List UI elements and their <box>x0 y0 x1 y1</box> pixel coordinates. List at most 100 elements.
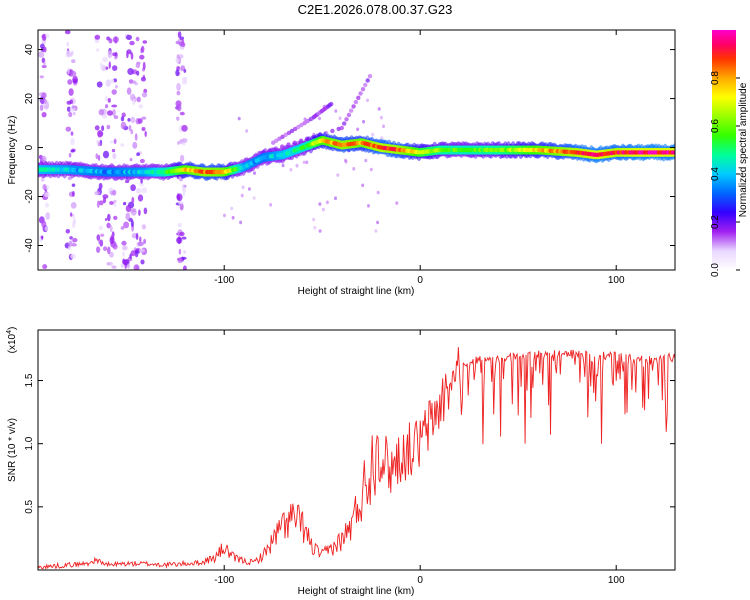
spectrogram-noise-speckle <box>143 207 148 215</box>
spectrogram-noise-speckle <box>245 129 249 133</box>
spectrogram-noise-speckle <box>123 221 130 229</box>
spectrogram-noise-speckle <box>139 158 145 164</box>
spectrogram-noise-speckle <box>98 239 103 245</box>
spectrogram-noise-speckle <box>66 106 71 112</box>
spectrogram-noise-speckle <box>45 33 50 39</box>
colorbar-gradient <box>712 30 736 270</box>
spectrogram-noise-speckle <box>111 104 118 108</box>
spectrogram-noise-speckle <box>177 141 180 145</box>
spectrogram-noise-speckle <box>68 88 74 96</box>
spectrogram-noise-speckle <box>141 187 148 194</box>
spectrogram-noise-speckle <box>45 212 51 220</box>
spectrogram-noise-speckle <box>112 65 118 71</box>
spectrogram-ytick-label: 0 <box>24 144 35 150</box>
spectrogram-noise-speckle <box>134 250 139 258</box>
spectrogram-noise-speckle <box>100 233 105 237</box>
spectrogram-noise-speckle <box>109 79 115 84</box>
spectrogram-noise-speckle <box>125 205 132 212</box>
spectrogram-noise-speckle <box>105 79 111 87</box>
spectrogram-noise-speckle <box>136 152 141 156</box>
spectrogram-harmonic <box>365 78 370 83</box>
spectrogram-noise-speckle <box>325 200 329 205</box>
spectrogram-harmonic <box>363 82 368 88</box>
spectrogram-noise-speckle <box>114 84 118 89</box>
spectrogram-noise-speckle <box>96 246 101 253</box>
spectrogram-harmonic <box>360 87 366 92</box>
spectrogram-noise-speckle <box>181 124 188 132</box>
spectrogram-noise-speckle <box>376 220 380 225</box>
spectrogram-noise-speckle <box>131 196 135 204</box>
spectrogram-noise-speckle <box>107 110 113 116</box>
spectrogram-noise-speckle <box>104 95 109 102</box>
spectrogram-noise-speckle <box>352 167 356 171</box>
spectrogram-noise-speckle <box>70 131 74 136</box>
spectrogram-noise-speckle <box>179 202 184 211</box>
spectrogram-noise-speckle <box>111 265 117 269</box>
spectrogram-noise-speckle <box>379 115 383 120</box>
spectrogram-ytick-label: -20 <box>24 189 35 204</box>
spectrogram-noise-speckle <box>138 248 145 253</box>
spectrogram-noise-speckle <box>302 160 306 165</box>
spectrogram-noise-speckle <box>41 155 47 162</box>
spectrogram-noise-speckle <box>334 109 338 113</box>
spectrogram-noise-speckle <box>106 36 111 41</box>
spectrogram-noise-speckle <box>134 133 138 141</box>
spectrogram-noise-speckle <box>137 194 144 202</box>
spectrogram-noise-speckle <box>96 81 103 88</box>
spectrogram-harmonic <box>289 128 295 134</box>
spectrogram-noise-speckle <box>239 220 243 225</box>
spectrogram-noise-speckle <box>113 202 116 207</box>
spectrogram-noise-speckle <box>371 132 375 137</box>
spectrogram-noise-speckle <box>41 64 47 69</box>
spectrogram-noise-speckle <box>240 193 244 198</box>
spectrogram-noise-speckle <box>71 70 77 77</box>
spectrogram-noise-speckle <box>71 105 75 109</box>
spectrogram-noise-speckle <box>181 138 188 143</box>
ridge-core <box>670 150 675 155</box>
snr-frame <box>37 329 676 571</box>
spectrogram-noise-speckle <box>230 206 234 211</box>
snr-plot-area <box>38 347 675 570</box>
spectrogram-noise-speckle <box>177 236 182 245</box>
spectrogram-noise-speckle <box>178 54 184 59</box>
spectrogram-noise-speckle <box>72 220 76 229</box>
spectrogram-noise-speckle <box>68 245 71 251</box>
spectrogram-noise-speckle <box>180 65 186 71</box>
spectrogram-noise-speckle <box>94 191 101 196</box>
snr-multiplier: (x104) <box>6 327 18 354</box>
spectrogram-noise-speckle <box>107 50 113 59</box>
spectrogram-noise-speckle <box>252 196 256 200</box>
spectrogram-noise-speckle <box>42 264 48 270</box>
spectrogram-noise-speckle <box>98 225 103 231</box>
spectrogram-noise-speckle <box>98 109 105 116</box>
spectrogram-xtick-label: 100 <box>608 275 625 286</box>
spectrogram-noise-speckle <box>129 158 133 162</box>
spectrogram-noise-speckle <box>103 246 108 252</box>
spectrogram-noise-speckle <box>140 76 146 82</box>
spectrogram-noise-speckle <box>177 223 182 228</box>
spectrogram-ylabel: Frequency (Hz) <box>7 116 18 185</box>
spectrogram-noise-speckle <box>70 137 75 146</box>
spectrogram-noise-speckle <box>132 98 136 106</box>
spectrogram-noise-speckle <box>130 52 134 60</box>
spectrogram-noise-speckle <box>126 263 130 269</box>
spectrogram-noise-speckle <box>113 215 118 220</box>
spectrogram-noise-speckle <box>175 69 180 77</box>
spectrogram-noise-speckle <box>289 168 293 172</box>
spectrogram-noise-speckle <box>71 243 77 247</box>
spectrogram-noise-speckle <box>176 83 181 91</box>
spectrogram-noise-speckle <box>113 138 117 145</box>
spectrogram-noise-speckle <box>70 212 73 217</box>
spectrogram-noise-speckle <box>109 140 116 144</box>
colorbar-tick-label: 0.0 <box>710 263 721 277</box>
spectrogram-noise-speckle <box>122 259 129 266</box>
spectrogram-noise-speckle <box>247 187 251 191</box>
spectrogram-noise-speckle <box>72 190 75 197</box>
spectrogram-noise-speckle <box>127 68 134 75</box>
spectrogram-noise-speckle <box>40 235 44 240</box>
spectrogram-noise-speckle <box>318 202 322 206</box>
spectrogram-noise-speckle <box>142 61 146 70</box>
spectrogram-noise-speckle <box>253 171 256 175</box>
spectrogram-noise-speckle <box>125 212 131 221</box>
spectrogram-noise-speckle <box>112 153 117 160</box>
